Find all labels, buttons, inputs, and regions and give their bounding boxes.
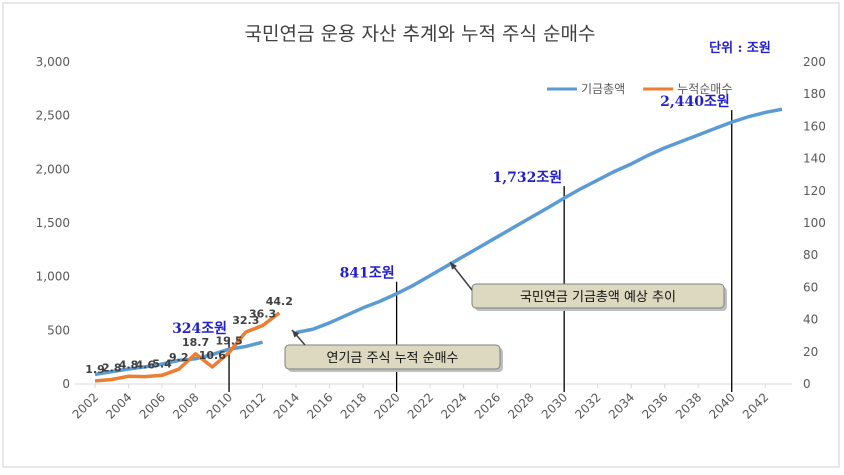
annotation-label: 324조원 — [172, 321, 227, 337]
y2-tick-label: 100 — [803, 216, 826, 230]
y-tick-label: 2,500 — [36, 109, 70, 123]
y-tick-label: 1,000 — [36, 270, 70, 284]
y-tick-label: 0 — [62, 377, 70, 391]
data-label: 10.6 — [199, 349, 226, 362]
data-label: 1.9 — [85, 363, 105, 376]
data-label: 4.8 — [119, 358, 139, 371]
unit-label: 단위 : 조원 — [709, 40, 771, 56]
y2-tick-label: 20 — [803, 345, 818, 359]
y2-tick-label: 0 — [803, 377, 811, 391]
y-tick-label: 500 — [47, 323, 70, 337]
arrow-head — [450, 262, 458, 270]
y2-tick-label: 80 — [803, 248, 818, 262]
chart-title: 국민연금 운용 자산 추계와 누적 주식 순매수 — [245, 23, 596, 45]
data-label: 32.3 — [232, 314, 259, 327]
data-label: 18.7 — [182, 336, 209, 349]
legend-label: 누적순매수 — [677, 82, 732, 96]
y-tick-label: 1,500 — [36, 216, 70, 230]
data-label: 9.2 — [169, 351, 189, 364]
data-label: 4.6 — [136, 359, 156, 372]
y2-tick-label: 200 — [803, 55, 826, 69]
arrow-head — [292, 330, 300, 338]
y2-tick-label: 180 — [803, 87, 826, 101]
y2-tick-label: 160 — [803, 119, 826, 133]
callout-text: 국민연금 기금총액 예상 추이 — [520, 290, 676, 305]
legend-label: 기금총액 — [581, 82, 625, 96]
y2-tick-label: 140 — [803, 152, 826, 166]
callout-text: 연기금 주식 누적 순매수 — [327, 351, 459, 366]
annotation-label: 1,732조원 — [493, 170, 563, 186]
data-label: 5.4 — [152, 357, 172, 370]
data-label: 44.2 — [266, 295, 293, 308]
y2-tick-label: 60 — [803, 280, 818, 294]
data-label: 19.5 — [215, 335, 242, 348]
y2-tick-label: 40 — [803, 313, 818, 327]
data-label: 2.8 — [102, 361, 122, 374]
frame — [2, 2, 840, 468]
data-label: 36.3 — [249, 308, 276, 321]
y2-tick-label: 120 — [803, 184, 826, 198]
callout-box — [284, 344, 501, 370]
annotation-label: 2,440조원 — [660, 94, 730, 110]
annotation-label: 841조원 — [340, 266, 395, 282]
callout-box — [471, 283, 725, 309]
y-tick-label: 3,000 — [36, 55, 70, 69]
y-tick-label: 2,000 — [36, 162, 70, 176]
series-line — [94, 311, 281, 383]
